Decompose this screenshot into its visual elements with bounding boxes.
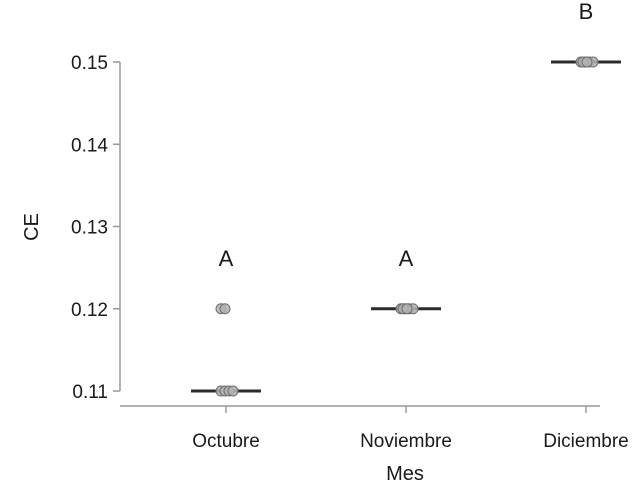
- y-tick-label: 0.13: [71, 218, 108, 239]
- y-tick-label: 0.11: [72, 382, 108, 403]
- y-tick-label: 0.14: [71, 135, 108, 156]
- data-point: [581, 56, 593, 68]
- chart-marks: A A B: [191, 0, 621, 397]
- series-octubre: A: [191, 246, 261, 397]
- x-axis-title: Mes: [386, 463, 424, 485]
- group-letter-label: A: [399, 246, 414, 271]
- x-tick-label: Octubre: [192, 431, 260, 452]
- data-point: [227, 385, 239, 397]
- x-tick-label: Diciembre: [543, 431, 629, 452]
- y-tick-label: 0.15: [71, 53, 108, 74]
- series-noviembre: A: [371, 246, 441, 315]
- group-letter-label: A: [219, 246, 234, 271]
- data-point: [401, 303, 413, 315]
- series-diciembre: B: [551, 0, 621, 68]
- axes: 0.11 0.12 0.13 0.14 0.15 Octubre Noviembre Dici…: [71, 53, 629, 452]
- data-point: [219, 303, 231, 315]
- y-tick-label: 0.12: [71, 300, 108, 321]
- y-axis-title: CE: [21, 213, 43, 241]
- x-tick-label: Noviembre: [360, 431, 452, 452]
- group-letter-label: B: [579, 0, 594, 24]
